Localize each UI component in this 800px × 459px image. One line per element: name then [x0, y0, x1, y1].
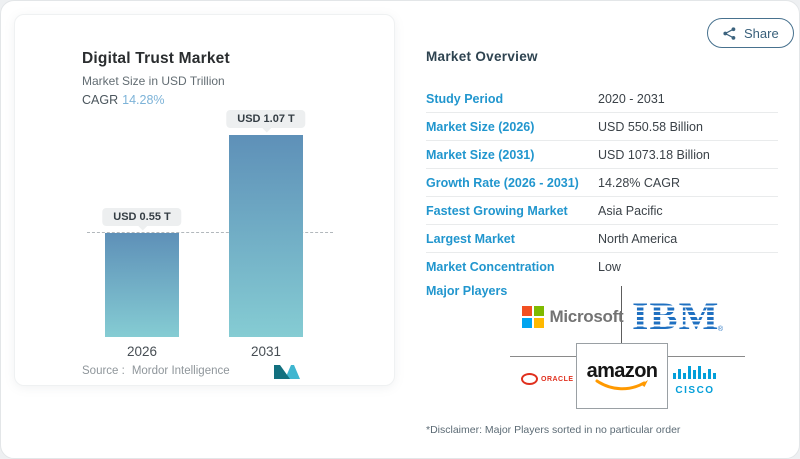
bar-value-label: USD 1.07 T	[226, 110, 306, 128]
row-value: 14.28% CAGR	[598, 175, 680, 190]
row-label: Fastest Growing Market	[426, 203, 568, 218]
amazon-wordmark: amazon	[586, 359, 658, 382]
row-value: Asia Pacific	[598, 203, 663, 218]
row-value: USD 550.58 Billion	[598, 119, 703, 134]
bar-value-label: USD 0.55 T	[102, 208, 182, 226]
microsoft-wordmark: Microsoft	[549, 306, 624, 326]
table-row: Study Period 2020 - 2031	[426, 85, 778, 113]
table-row: Market Concentration Low	[426, 253, 778, 280]
disclaimer-text: *Disclaimer: Major Players sorted in no …	[426, 424, 681, 436]
reference-line	[87, 232, 333, 233]
cisco-logo: CISCO	[669, 365, 721, 396]
share-icon	[722, 26, 737, 41]
cisco-bars-icon	[672, 365, 718, 379]
row-value: Low	[598, 259, 621, 274]
ibm-logo: IBM ®	[632, 297, 723, 336]
microsoft-squares-icon	[522, 306, 544, 328]
microsoft-logo: Microsoft	[522, 306, 624, 328]
chart-subtitle: Market Size in USD Trillion	[82, 74, 225, 88]
row-value: USD 1073.18 Billion	[598, 147, 710, 162]
source-value: Mordor Intelligence	[131, 365, 230, 377]
row-value: North America	[598, 231, 678, 246]
overview-table: Study Period 2020 - 2031 Market Size (20…	[426, 85, 778, 280]
row-label: Largest Market	[426, 231, 515, 246]
ibm-wordmark: IBM	[632, 295, 720, 338]
oracle-logo: ORACLE	[521, 373, 574, 385]
share-button[interactable]: Share	[707, 18, 794, 48]
chart-cagr: CAGR 14.28%	[82, 93, 165, 107]
table-row: Growth Rate (2026 - 2031) 14.28% CAGR	[426, 169, 778, 197]
bar: USD 0.55 T 2026	[102, 208, 182, 359]
amazon-logo: amazon	[576, 343, 668, 409]
source-attribution: Source : Mordor Intelligence	[82, 365, 230, 377]
row-value: 2020 - 2031	[598, 91, 665, 106]
table-row: Fastest Growing Market Asia Pacific	[426, 197, 778, 225]
ibm-registered-mark: ®	[717, 326, 723, 333]
overview-heading: Market Overview	[426, 49, 538, 64]
cagr-value: 14.28%	[122, 93, 165, 107]
logo-divider-vertical	[621, 286, 622, 343]
table-row: Largest Market North America	[426, 225, 778, 253]
table-row: Market Size (2031) USD 1073.18 Billion	[426, 141, 778, 169]
x-axis-tick: 2031	[250, 344, 282, 359]
row-label: Market Size (2031)	[426, 147, 535, 162]
bar: USD 1.07 T 2031	[226, 110, 306, 359]
bar-chart: USD 0.55 T 2026 USD 1.07 T 2031	[15, 15, 394, 385]
x-axis-tick: 2026	[126, 344, 158, 359]
oracle-wordmark: ORACLE	[541, 375, 574, 383]
row-label: Growth Rate (2026 - 2031)	[426, 175, 579, 190]
row-label: Market Size (2026)	[426, 119, 535, 134]
chart-title: Digital Trust Market	[82, 50, 230, 67]
row-label: Market Concentration	[426, 259, 555, 274]
source-label: Source :	[82, 365, 125, 377]
major-players-label: Major Players	[426, 284, 508, 298]
oracle-ring-icon	[521, 373, 538, 385]
cagr-label: CAGR	[82, 93, 119, 107]
mordor-intelligence-logo	[274, 363, 300, 384]
chart-panel: Digital Trust Market Market Size in USD …	[14, 14, 395, 386]
amazon-smile-icon	[594, 379, 650, 391]
share-button-label: Share	[744, 25, 779, 41]
row-label: Study Period	[426, 91, 504, 106]
cisco-wordmark: CISCO	[675, 385, 715, 396]
table-row: Market Size (2026) USD 550.58 Billion	[426, 113, 778, 141]
